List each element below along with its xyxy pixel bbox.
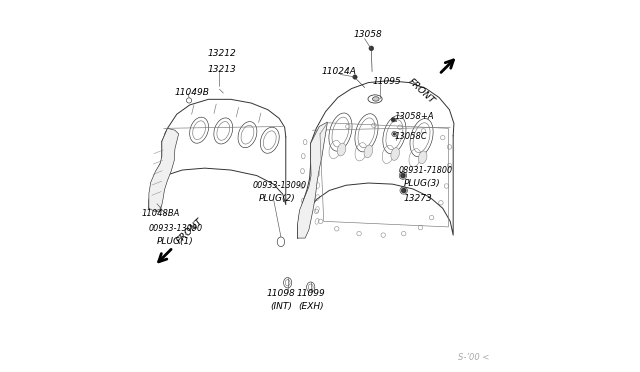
Text: (EXH): (EXH) [298,302,323,311]
Text: 00933-13090: 00933-13090 [253,181,307,190]
Text: S-’00 <: S-’00 < [458,353,489,362]
Text: FRONT: FRONT [175,217,205,246]
Text: 11098: 11098 [267,289,295,298]
Text: FRONT: FRONT [406,77,436,106]
Ellipse shape [393,132,396,135]
Text: 11099: 11099 [296,289,325,298]
Ellipse shape [364,145,372,158]
Text: 11048BA: 11048BA [141,209,180,218]
Text: 13058+A: 13058+A [394,112,434,121]
Ellipse shape [391,118,396,122]
Text: 11049B: 11049B [175,88,210,97]
Text: 13058: 13058 [353,30,382,39]
Text: 13213: 13213 [207,65,236,74]
Text: (INT): (INT) [270,302,292,311]
Ellipse shape [372,97,379,101]
Text: PLUG(2): PLUG(2) [259,194,296,203]
Text: PLUG(3): PLUG(3) [404,179,440,188]
Ellipse shape [337,143,346,156]
Polygon shape [298,122,328,238]
Text: 11095: 11095 [372,77,401,86]
Text: 13212: 13212 [207,49,236,58]
Ellipse shape [401,188,406,193]
Text: 13058C: 13058C [394,132,427,141]
Text: 00933-13090: 00933-13090 [149,224,203,232]
Text: 11024A: 11024A [322,67,356,76]
Ellipse shape [419,151,427,164]
Text: PLUG(1): PLUG(1) [156,237,193,246]
Polygon shape [149,128,179,211]
Ellipse shape [369,46,374,51]
Text: 08931-71800: 08931-71800 [398,166,452,175]
Ellipse shape [391,148,399,160]
Ellipse shape [353,75,357,79]
Ellipse shape [401,173,406,178]
Text: 13273: 13273 [404,194,433,203]
